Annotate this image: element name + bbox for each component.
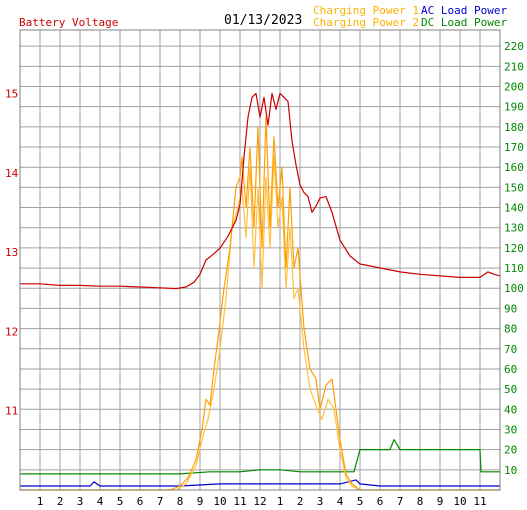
right-tick-label: 40 [504, 403, 517, 416]
legend-charging-power-1: Charging Power 1 [313, 4, 419, 17]
legend-ac-load-power: AC Load Power [421, 4, 507, 17]
x-tick-label: 3 [77, 495, 84, 508]
left-tick-label: 11 [5, 405, 18, 418]
x-tick-label: 12 [253, 495, 266, 508]
left-tick-label: 15 [5, 87, 18, 100]
x-tick-label: 11 [473, 495, 486, 508]
right-tick-label: 10 [504, 464, 517, 477]
legend-charging-power-2: Charging Power 2 [313, 16, 419, 29]
x-tick-label: 7 [157, 495, 164, 508]
left-tick-label: 12 [5, 325, 18, 338]
x-tick-label: 5 [357, 495, 364, 508]
right-tick-label: 140 [504, 202, 524, 215]
series-line-dc [20, 439, 500, 475]
grid [20, 30, 500, 490]
right-tick-label: 120 [504, 242, 524, 255]
right-tick-label: 220 [504, 40, 524, 53]
right-tick-label: 200 [504, 80, 524, 93]
right-tick-label: 30 [504, 423, 517, 436]
x-tick-label: 8 [177, 495, 184, 508]
x-tick-label: 10 [453, 495, 466, 508]
x-tick-label: 6 [377, 495, 384, 508]
tick-labels: 1 2 3 4 5 6 7 8 9 10 11 12 1 2 3 4 5 6 7 8 9 10 11111213141510… [5, 40, 524, 508]
right-tick-label: 50 [504, 383, 517, 396]
x-tick-label: 7 [397, 495, 404, 508]
x-tick-label: 4 [337, 495, 344, 508]
right-tick-label: 90 [504, 302, 517, 315]
right-tick-label: 110 [504, 262, 524, 275]
right-tick-label: 190 [504, 101, 524, 114]
x-tick-label: 11 [233, 495, 246, 508]
x-tick-label: 9 [437, 495, 444, 508]
x-tick-label: 8 [417, 495, 424, 508]
series-layer [20, 92, 501, 491]
series-line-voltage [20, 92, 501, 290]
x-tick-label: 6 [137, 495, 144, 508]
right-tick-label: 80 [504, 323, 517, 336]
date-label: 01/13/2023 [224, 13, 302, 28]
x-tick-label: 9 [197, 495, 204, 508]
x-tick-label: 10 [213, 495, 226, 508]
right-tick-label: 180 [504, 121, 524, 134]
x-tick-label: 3 [317, 495, 324, 508]
legend-dc-load-power: DC Load Power [421, 16, 507, 29]
right-tick-label: 20 [504, 444, 517, 457]
right-tick-label: 70 [504, 343, 517, 356]
series-line-charge2 [20, 156, 500, 491]
plot-frame [19, 29, 501, 491]
x-tick-label: 2 [297, 495, 304, 508]
left-tick-label: 14 [5, 167, 19, 180]
right-tick-label: 130 [504, 222, 524, 235]
x-tick-label: 1 [277, 495, 284, 508]
right-tick-label: 100 [504, 282, 524, 295]
series-line-ac [20, 479, 500, 487]
x-tick-label: 1 [37, 495, 44, 508]
series-line-charge1 [20, 116, 500, 491]
right-tick-label: 150 [504, 181, 524, 194]
right-tick-label: 160 [504, 161, 524, 174]
left-axis-title: Battery Voltage [19, 16, 118, 29]
x-tick-label: 2 [57, 495, 64, 508]
x-tick-label: 5 [117, 495, 124, 508]
x-tick-label: 4 [97, 495, 104, 508]
left-tick-label: 13 [5, 246, 18, 259]
right-tick-label: 170 [504, 141, 524, 154]
right-tick-label: 60 [504, 363, 517, 376]
right-tick-label: 210 [504, 60, 524, 73]
